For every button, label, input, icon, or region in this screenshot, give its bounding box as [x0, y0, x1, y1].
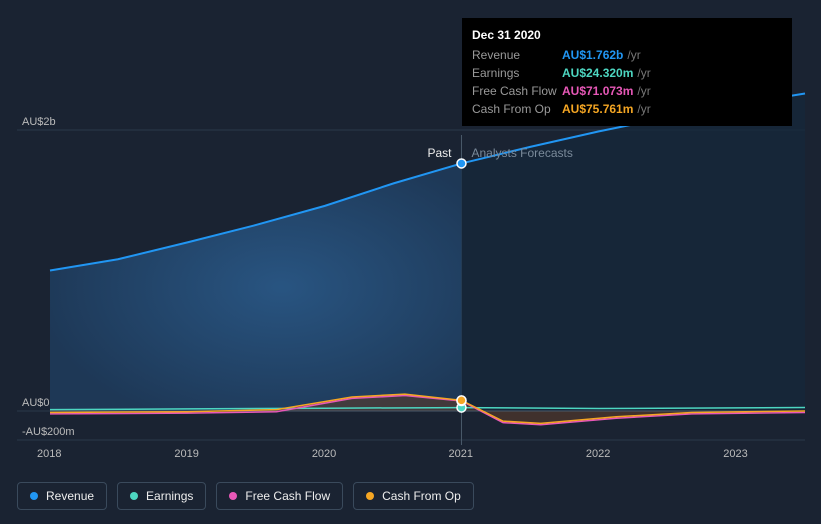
tooltip-row-value: AU$71.073m — [562, 82, 633, 100]
x-axis-label: 2022 — [586, 448, 610, 460]
y-axis-label: AU$2b — [22, 116, 56, 128]
past-label: Past — [427, 146, 451, 160]
tooltip-row-unit: /yr — [637, 64, 650, 82]
chart-legend: Revenue Earnings Free Cash Flow Cash From O… — [17, 482, 474, 510]
tooltip-row-value: AU$24.320m — [562, 64, 633, 82]
hover-tooltip: Dec 31 2020 RevenueAU$1.762b/yrEarningsA… — [462, 18, 792, 126]
legend-dot-icon — [30, 492, 38, 500]
tooltip-row: RevenueAU$1.762b/yr — [472, 46, 782, 64]
legend-item-free-cash-flow[interactable]: Free Cash Flow — [216, 482, 343, 510]
tooltip-row: EarningsAU$24.320m/yr — [472, 64, 782, 82]
legend-item-earnings[interactable]: Earnings — [117, 482, 206, 510]
tooltip-row-unit: /yr — [637, 100, 650, 118]
x-axis-label: 2018 — [37, 448, 61, 460]
x-axis-label: 2019 — [174, 448, 198, 460]
forecast-label: Analysts Forecasts — [471, 146, 572, 160]
tooltip-row-label: Free Cash Flow — [472, 82, 562, 100]
tooltip-row-unit: /yr — [627, 46, 640, 64]
y-axis-label: -AU$200m — [22, 426, 75, 438]
tooltip-row-label: Revenue — [472, 46, 562, 64]
tooltip-row-value: AU$1.762b — [562, 46, 623, 64]
x-axis-label: 2020 — [312, 448, 336, 460]
legend-dot-icon — [229, 492, 237, 500]
legend-item-label: Revenue — [46, 489, 94, 503]
legend-item-label: Free Cash Flow — [245, 489, 330, 503]
legend-dot-icon — [366, 492, 374, 500]
tooltip-row-label: Cash From Op — [472, 100, 562, 118]
legend-item-label: Earnings — [146, 489, 193, 503]
y-axis-label: AU$0 — [22, 397, 50, 409]
x-axis-label: 2023 — [723, 448, 747, 460]
legend-item-revenue[interactable]: Revenue — [17, 482, 107, 510]
tooltip-row-unit: /yr — [637, 82, 650, 100]
tooltip-row: Cash From OpAU$75.761m/yr — [472, 100, 782, 118]
tooltip-row-value: AU$75.761m — [562, 100, 633, 118]
tooltip-row-label: Earnings — [472, 64, 562, 82]
tooltip-row: Free Cash FlowAU$71.073m/yr — [472, 82, 782, 100]
legend-dot-icon — [130, 492, 138, 500]
x-axis-label: 2021 — [448, 448, 472, 460]
legend-item-cash-from-op[interactable]: Cash From Op — [353, 482, 474, 510]
legend-item-label: Cash From Op — [382, 489, 461, 503]
tooltip-title: Dec 31 2020 — [472, 26, 782, 44]
